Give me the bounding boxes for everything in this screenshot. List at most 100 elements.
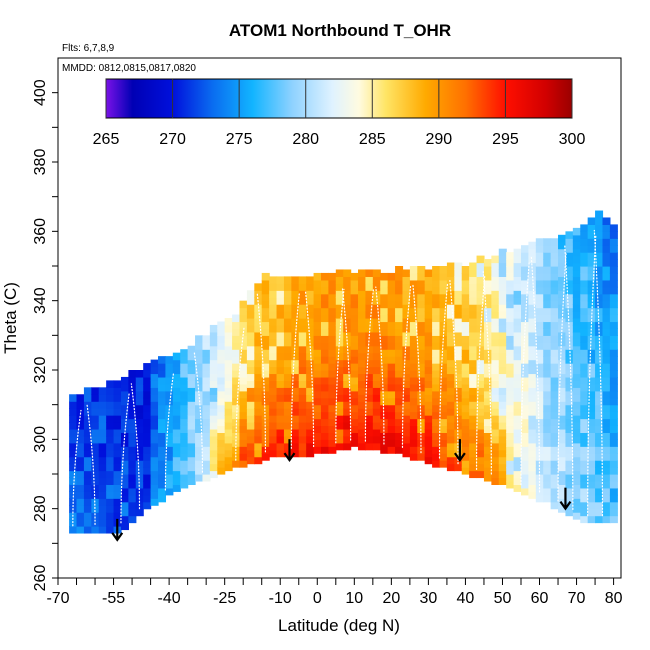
- heatmap-cell: [446, 331, 455, 340]
- heatmap-cell: [587, 460, 596, 468]
- heatmap-cell: [387, 321, 396, 329]
- heatmap-cell: [543, 390, 552, 399]
- heatmap-cell: [313, 439, 322, 447]
- heatmap-cell: [483, 321, 492, 329]
- heatmap-cell: [424, 394, 433, 402]
- heatmap-cell: [217, 321, 226, 329]
- heatmap-cell: [446, 442, 455, 451]
- heatmap-cell: [558, 415, 567, 423]
- heatmap-cell: [217, 383, 226, 392]
- heatmap-cell: [424, 401, 433, 409]
- heatmap-cell: [550, 404, 559, 413]
- heatmap-cell: [106, 505, 115, 513]
- heatmap-cell: [106, 422, 115, 430]
- heatmap-cell: [320, 307, 329, 316]
- heatmap-cell: [313, 349, 322, 357]
- heatmap-cell: [550, 266, 559, 274]
- heatmap-cell: [217, 342, 226, 350]
- heatmap-cell: [232, 460, 241, 468]
- heatmap-cell: [246, 387, 255, 395]
- heatmap-cell: [491, 262, 500, 271]
- heatmap-cell: [402, 276, 411, 284]
- heatmap-cell: [306, 408, 315, 416]
- heatmap-cell: [483, 286, 492, 295]
- heatmap-cell: [543, 286, 552, 295]
- heatmap-cell: [520, 460, 529, 468]
- heatmap-cell: [461, 376, 470, 385]
- heatmap-cell: [187, 380, 196, 388]
- heatmap-cell: [558, 401, 567, 409]
- heatmap-cell: [276, 415, 285, 423]
- heatmap-cell: [180, 356, 189, 364]
- heatmap-cell: [365, 422, 374, 430]
- heatmap-cell: [135, 508, 144, 517]
- heatmap-cell: [343, 304, 352, 312]
- heatmap-cell: [558, 442, 567, 451]
- heatmap-cell: [335, 435, 344, 444]
- heatmap-cell: [595, 266, 604, 274]
- x-tick-label: 10: [345, 590, 363, 607]
- heatmap-cell: [76, 477, 85, 485]
- heatmap-cell: [395, 321, 404, 329]
- heatmap-cell: [76, 463, 85, 472]
- heatmap-cell: [454, 387, 463, 395]
- heatmap-cell: [402, 401, 411, 409]
- y-tick-label: 260: [32, 565, 49, 592]
- heatmap-cell: [150, 401, 159, 409]
- heatmap-cell: [128, 460, 137, 468]
- heatmap-cell: [587, 480, 596, 489]
- heatmap-cell: [387, 404, 396, 413]
- heatmap-cell: [513, 415, 522, 423]
- heatmap-cell: [165, 446, 174, 454]
- heatmap-cell: [320, 404, 329, 413]
- heatmap-cell: [432, 314, 441, 323]
- heatmap-cell: [313, 314, 322, 323]
- heatmap-cell: [180, 376, 189, 385]
- heatmap-cell: [358, 276, 367, 284]
- heatmap-cell: [217, 439, 226, 447]
- heatmap-cell: [328, 404, 337, 413]
- heatmap-cell: [587, 508, 596, 517]
- heatmap-cell: [113, 408, 122, 416]
- heatmap-cell: [291, 345, 300, 354]
- heatmap-cell: [439, 272, 448, 281]
- heatmap-cell: [69, 470, 78, 479]
- heatmap-cell: [535, 397, 544, 406]
- heatmap-cell: [543, 432, 552, 440]
- heatmap-cell: [358, 428, 367, 437]
- heatmap-cell: [350, 335, 359, 343]
- heatmap-cell: [69, 463, 78, 472]
- heatmap-cell: [83, 484, 92, 492]
- heatmap-cell: [498, 470, 507, 479]
- heatmap-cell: [239, 321, 248, 329]
- heatmap-cell: [498, 394, 507, 402]
- heatmap-cell: [580, 515, 589, 524]
- heatmap-cell: [550, 397, 559, 406]
- heatmap-cell: [506, 439, 515, 447]
- heatmap-cell: [254, 394, 263, 402]
- heatmap-cell: [476, 456, 485, 465]
- heatmap-cell: [372, 269, 381, 277]
- heatmap-cell: [158, 356, 167, 364]
- heatmap-cell: [565, 238, 574, 246]
- flight-profile-trace: [375, 286, 385, 445]
- heatmap-cell: [424, 359, 433, 368]
- heatmap-cell: [209, 470, 218, 479]
- heatmap-cell: [358, 352, 367, 361]
- heatmap-cell: [380, 314, 389, 323]
- heatmap-cell: [432, 342, 441, 350]
- heatmap-cell: [461, 272, 470, 281]
- heatmap-cell: [387, 307, 396, 316]
- heatmap-cell: [513, 352, 522, 361]
- heatmap-cell: [187, 359, 196, 368]
- heatmap-cell: [550, 328, 559, 336]
- heatmap-cell: [580, 363, 589, 371]
- heatmap-cell: [498, 338, 507, 347]
- heatmap-cell: [365, 304, 374, 312]
- heatmap-cell: [409, 363, 418, 371]
- heatmap-cell: [580, 342, 589, 350]
- heatmap-cell: [402, 394, 411, 402]
- heatmap-cell: [202, 404, 211, 413]
- heatmap-cell: [91, 463, 100, 472]
- heatmap-cell: [187, 408, 196, 416]
